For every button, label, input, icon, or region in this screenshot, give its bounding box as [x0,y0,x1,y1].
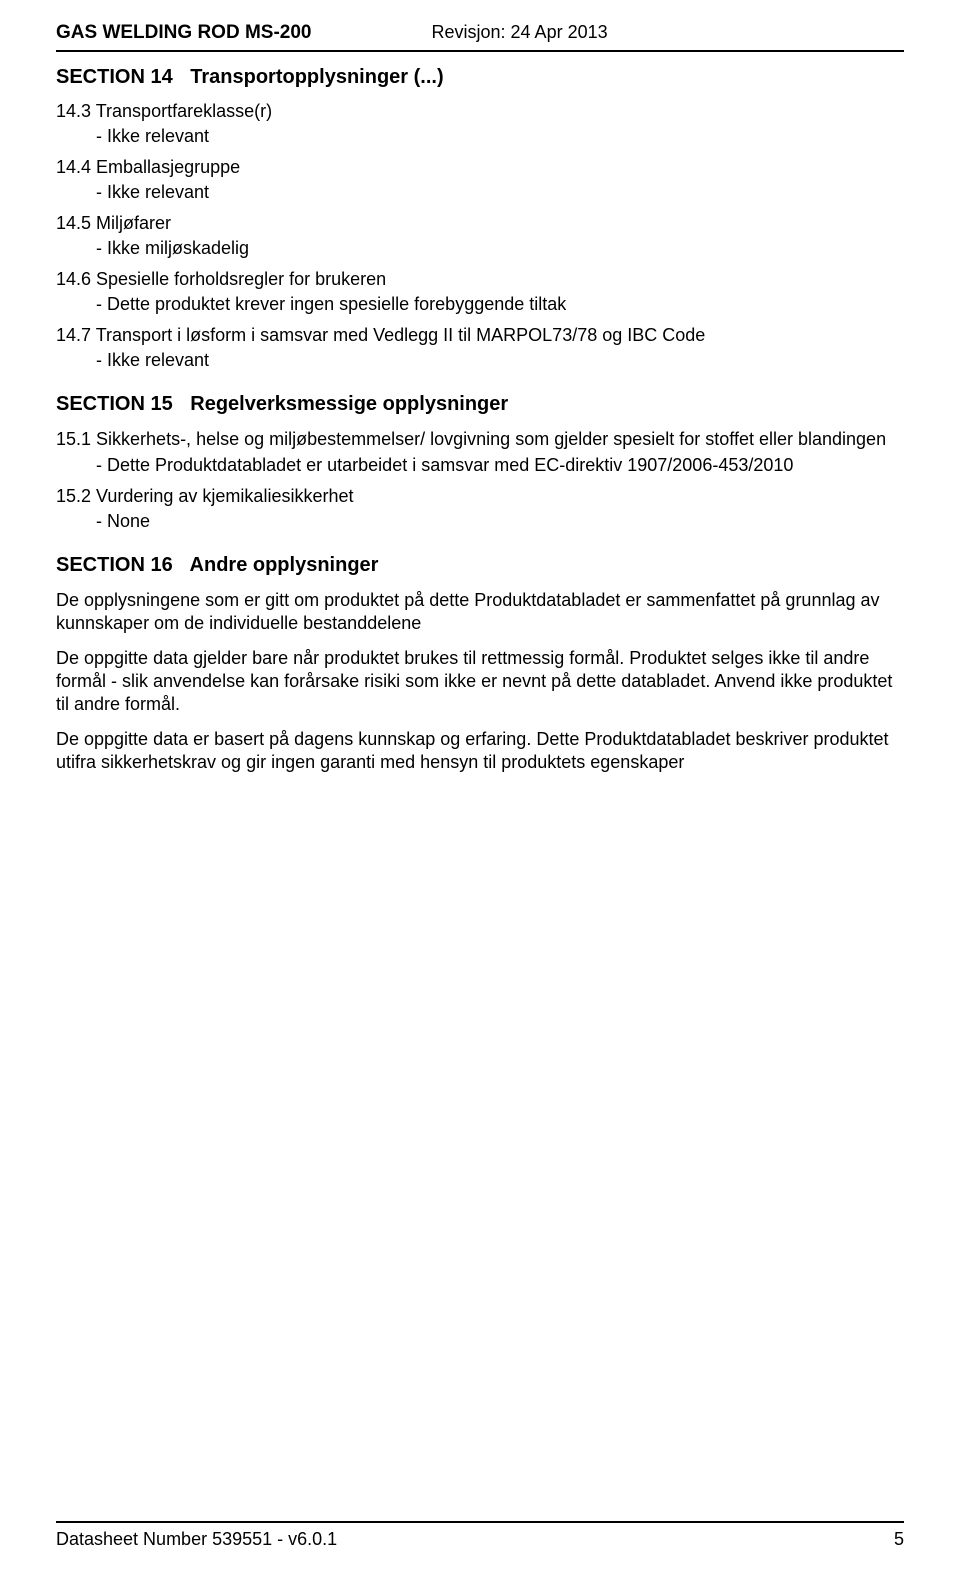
item-14-6-value: Dette produktet krever ingen spesielle f… [56,294,904,315]
header-rule [56,50,904,52]
item-15-2: 15.2 Vurdering av kjemikaliesikkerhet [56,486,904,507]
page-footer: Datasheet Number 539551 - v6.0.1 5 [56,1521,904,1550]
item-14-5-value: Ikke miljøskadelig [56,238,904,259]
product-name: GAS WELDING ROD MS-200 [56,22,431,44]
item-14-5: 14.5 Miljøfarer [56,213,904,234]
item-14-6: 14.6 Spesielle forholdsregler for bruker… [56,269,904,290]
item-14-4-value: Ikke relevant [56,182,904,203]
section-16-p1: De opplysningene som er gitt om produkte… [56,589,904,635]
revision-line: Revisjon: 24 Apr 2013 [431,22,607,43]
section-15-label: SECTION 15 [56,393,185,416]
revision-date: 24 Apr 2013 [511,22,608,42]
item-14-4: 14.4 Emballasjegruppe [56,157,904,178]
item-14-7-value: Ikke relevant [56,350,904,371]
datasheet-number: 539551 - v6.0.1 [212,1529,337,1549]
section-16-p2: De oppgitte data gjelder bare når produk… [56,647,904,716]
item-15-1-value: Dette Produktdatabladet er utarbeidet i … [56,455,904,476]
section-15-heading: SECTION 15 Regelverksmessige opplysninge… [56,393,904,416]
page-number: 5 [894,1529,904,1550]
revision-label: Revisjon: [431,22,505,42]
section-16-heading: SECTION 16 Andre opplysninger [56,554,904,577]
datasheet-label: Datasheet Number [56,1529,207,1549]
item-14-3-value: Ikke relevant [56,126,904,147]
document-header: GAS WELDING ROD MS-200 Revisjon: 24 Apr … [56,22,904,48]
item-14-3: 14.3 Transportfareklasse(r) [56,101,904,122]
section-14-title: Transportopplysninger (...) [190,66,443,88]
section-16-p3: De oppgitte data er basert på dagens kun… [56,728,904,774]
item-15-2-value: None [56,511,904,532]
section-14-heading: SECTION 14 Transportopplysninger (...) [56,66,904,89]
datasheet-number-line: Datasheet Number 539551 - v6.0.1 [56,1529,337,1550]
section-15-title: Regelverksmessige opplysninger [190,393,508,415]
item-15-1: 15.1 Sikkerhets-, helse og miljøbestemme… [56,428,904,451]
section-16-title: Andre opplysninger [190,554,379,576]
section-16-label: SECTION 16 [56,554,185,577]
footer-rule [56,1521,904,1523]
section-14-label: SECTION 14 [56,66,185,89]
item-14-7: 14.7 Transport i løsform i samsvar med V… [56,325,904,346]
